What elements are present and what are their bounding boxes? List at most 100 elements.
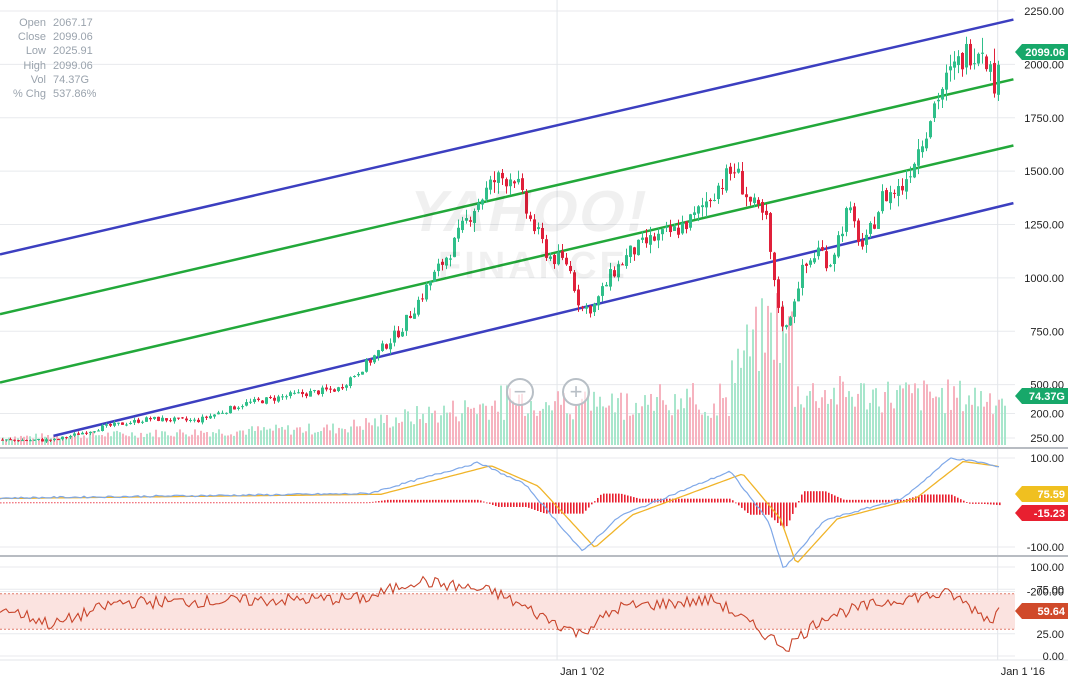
- macd-histogram-bar: [795, 502, 797, 508]
- macd-histogram-bar: [441, 499, 443, 503]
- candle-body: [313, 390, 316, 392]
- zoom-in-button[interactable]: +: [562, 378, 590, 406]
- candle-body: [117, 422, 120, 424]
- macd-histogram-bar: [528, 502, 530, 508]
- volume-bar: [554, 401, 556, 445]
- volume-bar: [413, 424, 415, 445]
- volume-bar: [125, 435, 127, 445]
- macd-histogram-bar: [108, 502, 110, 504]
- candle-body: [445, 257, 448, 266]
- volume-bar: [392, 426, 394, 445]
- macd-histogram-bar: [498, 502, 500, 507]
- candle-body: [157, 416, 160, 421]
- volume-bar: [698, 409, 700, 445]
- macd-histogram-bar: [963, 500, 965, 503]
- macd-histogram-bar: [672, 498, 674, 503]
- macd-histogram-bar: [750, 502, 752, 515]
- info-row: High 2099.06: [6, 59, 96, 73]
- volume-bar: [632, 414, 634, 445]
- macd-histogram-bar: [618, 493, 620, 503]
- macd-histogram-bar: [240, 502, 242, 504]
- volume-bar: [140, 432, 142, 445]
- candle-body: [597, 296, 600, 306]
- volume-bar: [548, 405, 550, 445]
- volume-bar: [608, 405, 610, 445]
- candle-body: [53, 438, 56, 441]
- volume-bar: [131, 432, 133, 445]
- volume-bar: [821, 397, 823, 445]
- macd-histogram-bar: [612, 493, 614, 503]
- watermark-finance: FINANCE: [438, 245, 628, 287]
- candle-body: [113, 422, 116, 426]
- macd-histogram-bar: [570, 502, 572, 514]
- volume-bar: [584, 391, 586, 445]
- macd-histogram-bar: [780, 502, 782, 526]
- volume-bar: [902, 388, 904, 445]
- macd-histogram-bar: [138, 502, 140, 504]
- volume-bar: [719, 383, 721, 445]
- macd-histogram-bar: [792, 502, 794, 514]
- candle-body: [377, 350, 380, 357]
- macd-histogram-bar: [576, 502, 578, 514]
- candle-body: [605, 284, 608, 287]
- macd-histogram-bar: [495, 502, 497, 507]
- zoom-out-button[interactable]: −: [506, 378, 534, 406]
- macd-histogram-bar: [747, 502, 749, 513]
- volume-bar: [188, 436, 190, 445]
- macd-histogram-bar: [453, 499, 455, 503]
- macd-histogram-bar: [753, 502, 755, 515]
- candle-body: [253, 399, 256, 402]
- volume-bar: [191, 434, 193, 445]
- macd-histogram-bar: [315, 502, 317, 504]
- candle-body: [565, 257, 568, 265]
- macd-histogram-bar: [993, 502, 995, 505]
- volume-bar: [614, 412, 616, 445]
- macd-histogram-bar: [186, 502, 188, 504]
- volume-bar: [257, 426, 259, 445]
- volume-bar: [176, 432, 178, 445]
- candle-body: [957, 56, 960, 66]
- volume-bar: [560, 404, 562, 445]
- volume-bar: [998, 399, 1000, 445]
- macd-histogram-bar: [72, 502, 74, 504]
- macd-histogram-bar: [144, 502, 146, 504]
- candle-body: [505, 179, 508, 187]
- candlesticks: [1, 36, 1000, 444]
- volume-bar: [911, 393, 913, 445]
- macd-line: [0, 457, 1000, 569]
- candle-body: [833, 254, 836, 264]
- volume-bar: [800, 404, 802, 445]
- macd-histogram-bar: [357, 502, 359, 504]
- volume-bar: [491, 405, 493, 445]
- macd-histogram-bar: [195, 502, 197, 504]
- volume-bar: [467, 407, 469, 445]
- candle-body: [389, 343, 392, 350]
- volume-bar: [929, 391, 931, 445]
- volume-bar: [317, 431, 319, 445]
- macd-histogram-bar: [597, 497, 599, 503]
- macd-histogram-bar: [114, 502, 116, 504]
- macd-histogram-bar: [45, 502, 47, 504]
- volume-bar: [236, 431, 238, 445]
- volume-bar: [8, 437, 10, 445]
- volume-bar: [563, 393, 565, 445]
- candle-body: [729, 166, 732, 174]
- volume-bar: [665, 404, 667, 445]
- macd-histogram-bar: [837, 496, 839, 503]
- candle-body: [625, 255, 628, 266]
- candle-body: [185, 418, 188, 421]
- volume-bar: [146, 433, 148, 445]
- macd-histogram-bar: [123, 502, 125, 504]
- macd-histogram-bar: [51, 502, 53, 504]
- volume-bar: [71, 435, 73, 445]
- volume-bar: [446, 412, 448, 445]
- macd-histogram-bar: [756, 502, 758, 515]
- volume-bar: [812, 383, 814, 445]
- macd-histogram-bar: [819, 491, 821, 503]
- candle-body: [917, 149, 920, 166]
- candle-body: [481, 199, 484, 205]
- volume-bar: [866, 409, 868, 445]
- channel-line: [0, 18, 1014, 256]
- candle-body: [789, 317, 792, 326]
